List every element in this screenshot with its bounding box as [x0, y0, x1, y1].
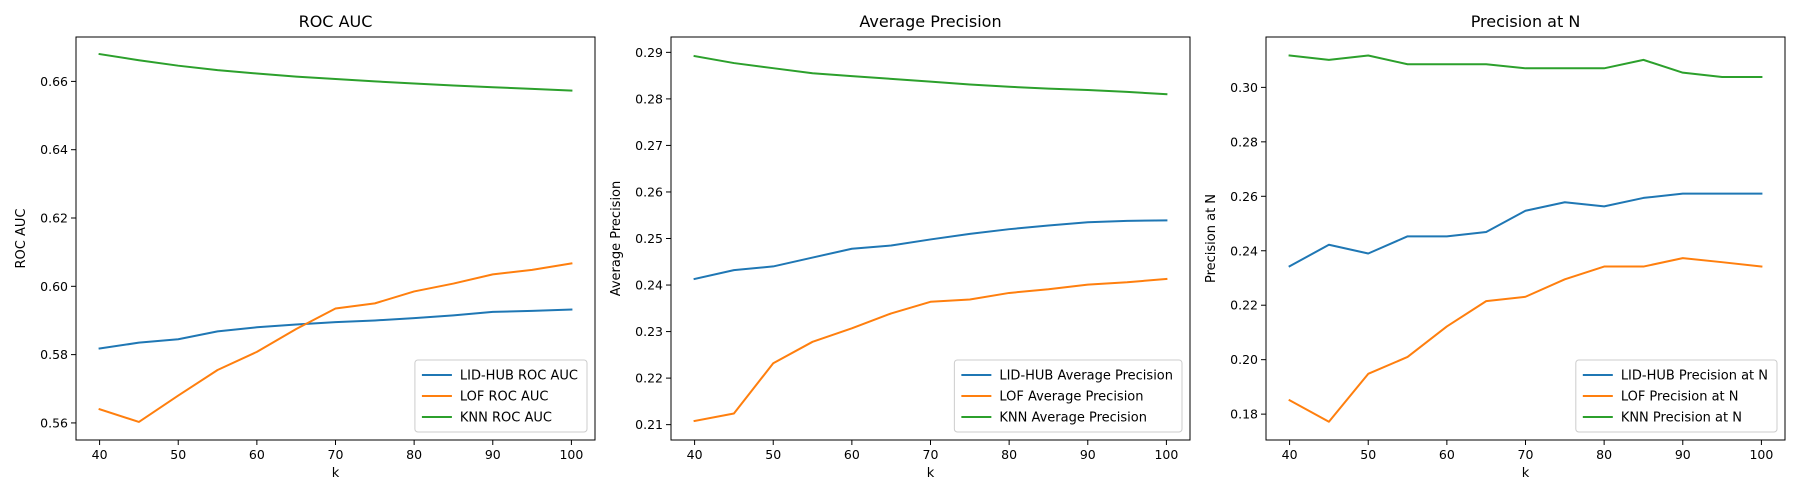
chart-panel-3: Precision at N 40 50 60 70 80 90 100 0.18 0.20 0.2… — [1204, 12, 1786, 481]
series-lines — [693, 54, 1168, 423]
legend-item: LOF ROC AUC — [421, 390, 549, 405]
y-tick-label: 0.60 — [40, 279, 68, 294]
chart-title: Precision at N — [1471, 12, 1581, 31]
y-tick-label: 0.18 — [1230, 407, 1258, 422]
legend-item: KNN Average Precision — [961, 411, 1147, 426]
chart-panel-1: ROC AUC 40 50 60 70 80 90 100 0.56 0.58 0.60 0.62 0.… — [14, 12, 596, 481]
legend-label: LOF Average Precision — [999, 390, 1143, 405]
y-tick-label: 0.26 — [1230, 189, 1258, 204]
legend-item: LOF Average Precision — [961, 390, 1144, 405]
y-tick-label: 0.22 — [1230, 298, 1258, 313]
y-tick-label: 0.26 — [635, 184, 663, 199]
chart-title: Average Precision — [859, 12, 1001, 31]
series-line-3 — [1288, 54, 1763, 79]
series-line-1 — [1288, 192, 1763, 268]
series-line-2 — [98, 262, 573, 423]
y-axis-label: Average Precision — [609, 181, 624, 297]
x-axis-label: k — [927, 466, 935, 481]
legend-label: LOF ROC AUC — [460, 390, 549, 405]
y-tick-label: 0.29 — [635, 45, 663, 60]
legend-label: LID-HUB Average Precision — [999, 369, 1173, 384]
legend-item: KNN Precision at N — [1582, 411, 1742, 426]
x-tick-label: 50 — [765, 447, 781, 462]
x-tick-label: 50 — [170, 447, 186, 462]
legend-label: LID-HUB ROC AUC — [460, 369, 578, 384]
y-tick-label: 0.27 — [635, 138, 663, 153]
x-tick-label: 40 — [1282, 447, 1298, 462]
x-tick-label: 70 — [1518, 447, 1534, 462]
x-tick-label: 40 — [92, 447, 108, 462]
y-tick-label: 0.28 — [1230, 134, 1258, 149]
x-tick-label: 90 — [485, 447, 501, 462]
x-axis-label: k — [1522, 466, 1530, 481]
y-tick-label: 0.25 — [635, 231, 663, 246]
chart-panel-2: Average Precision 40 50 60 70 80 90 100 0.21 0.22… — [609, 12, 1191, 481]
legend-label: LID-HUB Precision at N — [1621, 369, 1768, 384]
x-tick-label: 90 — [1080, 447, 1096, 462]
legend-item: LID-HUB Precision at N — [1582, 369, 1768, 384]
x-tick-label: 90 — [1675, 447, 1691, 462]
y-tick-label: 0.58 — [40, 347, 68, 362]
chart-title: ROC AUC — [299, 12, 373, 31]
x-axis-label: k — [332, 466, 340, 481]
x-tick-label: 80 — [1001, 447, 1017, 462]
series-line-2 — [1288, 257, 1763, 423]
legend-label: KNN Precision at N — [1621, 411, 1742, 426]
y-axis-label: Precision at N — [1204, 194, 1219, 283]
x-tick-label: 100 — [559, 447, 583, 462]
y-tick-label: 0.64 — [40, 142, 68, 157]
x-tick-label: 70 — [328, 447, 344, 462]
x-tick-label: 60 — [249, 447, 265, 462]
legend: LID-HUB Precision at N LOF Precision at N… — [1575, 359, 1778, 433]
y-tick-label: 0.21 — [635, 417, 663, 432]
legend-item: LID-HUB ROC AUC — [421, 369, 578, 384]
x-tick-label: 70 — [923, 447, 939, 462]
series-line-3 — [693, 54, 1168, 96]
x-tick-label: 100 — [1749, 447, 1773, 462]
series-line-1 — [693, 219, 1168, 281]
legend: LID-HUB Average Precision LOF Average Pre… — [953, 359, 1183, 433]
legend-label: KNN ROC AUC — [460, 411, 552, 426]
y-tick-label: 0.24 — [1230, 243, 1258, 258]
legend-box — [1575, 359, 1778, 433]
x-tick-label: 50 — [1360, 447, 1376, 462]
y-tick-label: 0.30 — [1230, 80, 1258, 95]
legend-box — [414, 359, 588, 433]
y-tick-label: 0.56 — [40, 415, 68, 430]
y-tick-label: 0.20 — [1230, 352, 1258, 367]
y-axis-label: ROC AUC — [14, 209, 29, 269]
legend: LID-HUB ROC AUC LOF ROC AUC KNN ROC AUC — [414, 359, 588, 433]
legend-label: LOF Precision at N — [1621, 390, 1739, 405]
x-tick-label: 60 — [844, 447, 860, 462]
legend-box — [953, 359, 1183, 433]
series-lines — [1288, 54, 1763, 423]
legend-label: KNN Average Precision — [999, 411, 1147, 426]
y-tick-label: 0.66 — [40, 74, 68, 89]
x-tick-label: 60 — [1439, 447, 1455, 462]
y-tick-label: 0.28 — [635, 91, 663, 106]
legend-item: LOF Precision at N — [1582, 390, 1739, 405]
y-tick-label: 0.23 — [635, 324, 663, 339]
x-tick-label: 40 — [687, 447, 703, 462]
series-line-1 — [98, 308, 573, 350]
y-tick-label: 0.22 — [635, 371, 663, 386]
y-tick-label: 0.24 — [635, 278, 663, 293]
series-lines — [98, 52, 573, 423]
x-tick-label: 80 — [1596, 447, 1612, 462]
legend-item: KNN ROC AUC — [421, 411, 552, 426]
legend-item: LID-HUB Average Precision — [961, 369, 1173, 384]
x-tick-label: 100 — [1154, 447, 1178, 462]
x-tick-label: 80 — [406, 447, 422, 462]
y-tick-label: 0.62 — [40, 211, 68, 226]
series-line-3 — [98, 52, 573, 92]
series-line-2 — [693, 277, 1168, 423]
